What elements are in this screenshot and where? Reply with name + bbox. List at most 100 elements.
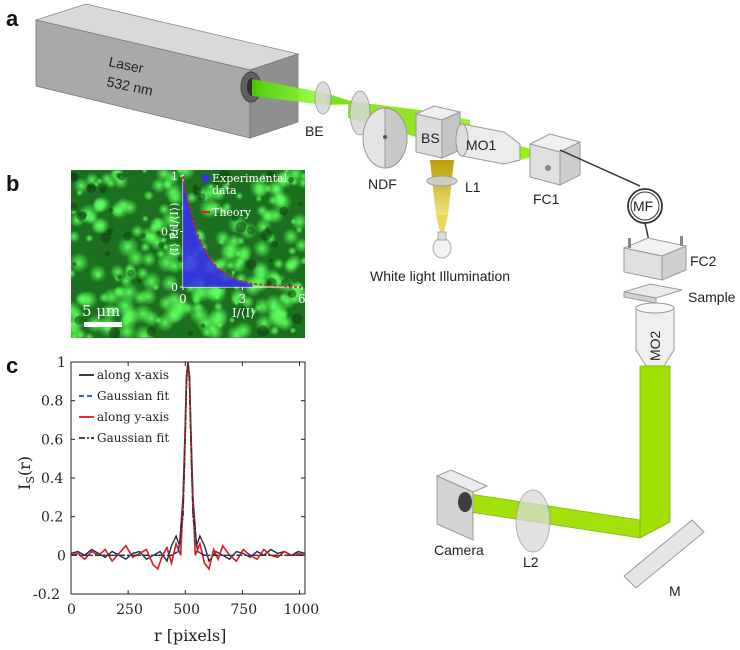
label-fc1: FC1 — [533, 191, 560, 207]
white-light-illumination: L1 White light Illumination — [370, 160, 510, 284]
histogram-bar — [212, 263, 215, 287]
speckle-dark-spot — [117, 172, 126, 181]
speckle-dark-spot — [298, 202, 303, 207]
speckle-dark-spot — [78, 211, 88, 220]
histogram-bar — [228, 277, 231, 287]
speckle-blob — [84, 332, 94, 338]
speckle-blob — [126, 248, 146, 268]
histogram-bar — [236, 280, 239, 287]
speckle-blob — [268, 301, 279, 312]
speckle-blob — [294, 237, 305, 253]
speckle-blob — [168, 231, 178, 241]
scale-bar — [84, 322, 122, 327]
speckle-blob — [255, 195, 263, 203]
label-be: BE — [305, 123, 324, 139]
speckle-blob — [276, 170, 295, 189]
panel-label-b: b — [6, 171, 19, 196]
speckle-blob — [228, 316, 236, 324]
c-xlabel: r [pixels] — [154, 626, 226, 645]
c-axis-ticks: 0 250 500 750 1000 -0.2 0 0.2 0.4 0.6 0.8 1 — [33, 355, 319, 618]
speckle-dark-spot — [212, 177, 220, 185]
speckle-blob — [248, 177, 270, 198]
label-ndf: NDF — [368, 176, 397, 192]
inset-y-tick-label: 0.5 — [161, 226, 179, 239]
speckle-dark-spot — [146, 326, 157, 336]
inset-ticks: 0 3 6 0 0.5 1 — [161, 170, 306, 306]
label-m: M — [669, 583, 681, 599]
speckle-blob — [188, 304, 210, 325]
histogram-bar — [230, 277, 233, 287]
speckle-blob — [269, 325, 280, 336]
histogram-bar — [194, 229, 197, 287]
speckle-blob — [136, 266, 149, 280]
speckle-blob — [152, 283, 160, 292]
inset-xlabel: I/⟨I⟩ — [232, 306, 255, 320]
speckle-blob — [132, 303, 154, 325]
speckle-dark-spot — [279, 206, 289, 216]
fiber-coupler-2: FC2 — [622, 236, 717, 281]
panel-label-c: c — [6, 353, 18, 378]
speckle-dark-spot — [265, 226, 271, 232]
c-legend-label-2: Gaussian fit — [97, 389, 169, 403]
speckle-dark-spot — [224, 269, 233, 278]
histogram-bar — [196, 234, 199, 287]
inset-theory-curve — [182, 175, 302, 288]
svg-text:IS(r): IS(r) — [15, 456, 37, 490]
speckle-dark-spot — [268, 258, 273, 263]
c-legend-label-4: Gaussian fit — [97, 431, 169, 445]
speckle-dark-spot — [266, 277, 277, 288]
speckle-blob — [230, 287, 247, 305]
histogram-bar — [183, 181, 185, 287]
mirror: M — [623, 519, 705, 599]
speckle-dark-spot — [140, 232, 146, 239]
speckle-blob — [71, 321, 82, 338]
speckle-blob — [166, 257, 183, 275]
microscope-objective-2: MO2 — [635, 302, 675, 367]
speckle-blob — [207, 183, 215, 191]
speckle-blob — [211, 286, 220, 296]
speckle-blob — [110, 204, 124, 218]
histogram-bar — [184, 191, 187, 287]
speckle-blob — [255, 304, 262, 312]
c-x-tick-label: 1000 — [284, 602, 320, 618]
histogram-bar — [190, 215, 193, 287]
speckle-dark-spot — [198, 192, 206, 201]
speckle-dark-spot — [127, 269, 135, 277]
beam-expander-lens: BE — [305, 81, 371, 139]
label-mf: MF — [633, 198, 653, 214]
speckle-blob — [262, 183, 273, 194]
c-y-tick-label: 0 — [57, 548, 66, 564]
histogram-bar — [206, 254, 209, 287]
histogram-bar — [192, 222, 195, 287]
histogram-bar — [250, 283, 253, 287]
speckle-blob — [141, 170, 148, 174]
speckle-dark-spot — [72, 262, 77, 267]
inset-legend-experimental-line1: Experimental — [212, 172, 288, 185]
c-legend: along x-axis Gaussian fit along y-axis Gaus… — [79, 368, 169, 445]
histogram-bar — [216, 268, 219, 287]
speckle-dark-spot — [104, 250, 111, 257]
c-y-tick-label: -0.2 — [33, 587, 60, 603]
c-x-tick-label: 250 — [116, 602, 143, 618]
c-x-tick-label: 0 — [67, 602, 76, 618]
speckle-blob — [272, 258, 285, 270]
inset-x-tick-label: 6 — [298, 292, 306, 306]
speckle-blob — [165, 290, 184, 309]
speckle-dark-spot — [74, 315, 84, 325]
speckle-blob — [219, 206, 230, 217]
speckle-blob — [288, 283, 305, 305]
c-y-tick-label: 0.4 — [41, 471, 63, 487]
histogram-bar — [234, 279, 237, 287]
c-series-lines — [70, 361, 306, 571]
label-fc2: FC2 — [690, 253, 717, 269]
speckle-blob — [151, 216, 164, 230]
speckle-blob — [155, 313, 175, 332]
c-ylabel: IS(r) — [15, 456, 37, 490]
histogram-bar — [240, 281, 243, 287]
speckle-dark-spot — [271, 240, 279, 248]
inset-ylabel: ⟨I⟩ P(I/⟨I⟩) — [168, 203, 181, 256]
inset-y-tick-label: 1 — [171, 170, 178, 183]
speckle-dark-spot — [156, 230, 161, 235]
camera: Camera — [434, 469, 489, 558]
speckle-dark-spot — [239, 306, 248, 314]
